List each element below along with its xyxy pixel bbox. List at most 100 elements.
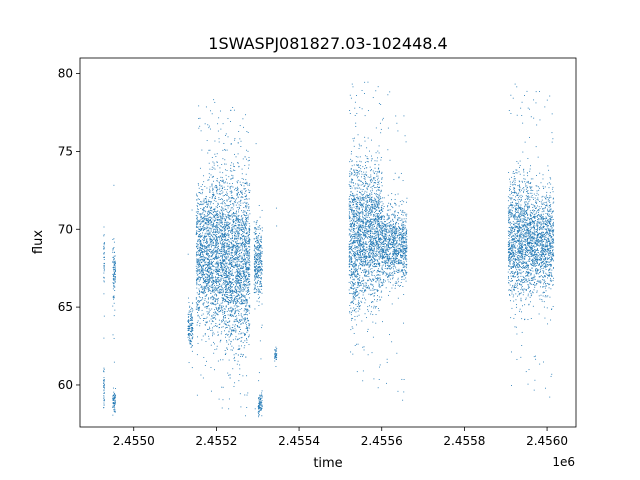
data-point — [212, 283, 214, 284]
data-point — [196, 279, 197, 281]
data-point — [209, 188, 211, 190]
data-point — [199, 266, 201, 268]
data-point — [216, 161, 218, 163]
data-point — [202, 191, 203, 193]
data-point — [197, 240, 199, 242]
data-point — [209, 197, 211, 198]
data-point — [237, 142, 239, 144]
data-point — [218, 274, 220, 276]
data-point — [228, 250, 230, 252]
data-point — [248, 336, 250, 338]
data-point — [231, 216, 233, 218]
data-point — [220, 264, 222, 266]
data-point — [202, 268, 204, 269]
data-point — [209, 206, 211, 208]
data-point — [276, 348, 278, 350]
data-point — [222, 275, 223, 277]
data-point — [228, 398, 230, 400]
data-point — [237, 192, 239, 194]
data-point — [202, 246, 204, 248]
data-point — [224, 295, 226, 297]
data-point — [245, 241, 247, 243]
data-point — [219, 292, 221, 294]
data-point — [240, 244, 242, 245]
data-point — [259, 262, 261, 264]
data-point — [228, 225, 230, 227]
data-point — [188, 336, 190, 338]
data-point — [216, 261, 218, 263]
data-point — [255, 258, 257, 260]
data-point — [211, 256, 213, 258]
data-point — [199, 255, 201, 256]
data-point — [219, 225, 221, 227]
data-point — [230, 167, 232, 169]
data-point — [112, 276, 114, 277]
data-point — [220, 128, 222, 130]
data-point — [259, 259, 261, 261]
data-point — [219, 262, 221, 264]
data-point — [233, 203, 235, 205]
data-point — [248, 268, 250, 270]
data-point — [187, 313, 189, 315]
data-point — [231, 213, 233, 215]
data-point — [260, 278, 262, 280]
data-point — [217, 249, 219, 251]
data-point — [351, 284, 353, 286]
data-point — [212, 243, 214, 244]
data-point — [190, 318, 192, 320]
data-point — [198, 269, 199, 271]
data-point — [245, 260, 247, 262]
data-point — [114, 407, 116, 409]
data-point — [231, 237, 233, 239]
data-point — [216, 325, 218, 327]
data-point — [356, 270, 358, 272]
data-point — [218, 268, 220, 270]
data-point — [236, 265, 237, 267]
data-point — [112, 282, 114, 284]
data-point — [248, 241, 250, 243]
data-point — [224, 229, 226, 231]
data-point — [203, 218, 205, 220]
data-point — [215, 266, 217, 268]
data-point — [224, 182, 226, 184]
data-point — [213, 162, 215, 164]
data-point — [215, 245, 217, 247]
data-point — [208, 281, 210, 283]
data-point — [352, 293, 354, 295]
data-point — [242, 221, 243, 223]
data-point — [222, 172, 224, 174]
data-point — [188, 333, 190, 335]
data-point — [244, 227, 246, 228]
data-point — [213, 303, 215, 305]
data-point — [216, 211, 218, 212]
data-point — [228, 309, 229, 311]
data-point — [220, 176, 222, 178]
data-point — [208, 219, 210, 221]
data-point — [218, 271, 219, 272]
data-point — [353, 224, 355, 226]
data-point — [245, 267, 247, 269]
data-point — [358, 206, 360, 208]
data-point — [197, 262, 199, 264]
data-point — [351, 272, 353, 274]
data-point — [113, 402, 115, 404]
data-point — [349, 216, 351, 218]
data-point — [356, 217, 358, 219]
data-point — [245, 274, 247, 276]
data-point — [234, 311, 236, 312]
data-point — [203, 278, 205, 280]
data-point — [196, 304, 198, 306]
data-point — [354, 188, 356, 190]
data-point — [196, 221, 197, 223]
data-point — [227, 267, 229, 269]
data-point — [249, 234, 250, 235]
data-point — [238, 275, 240, 277]
data-point — [354, 298, 356, 300]
data-point — [230, 207, 232, 209]
data-point — [210, 239, 212, 241]
data-point — [222, 293, 224, 295]
data-point — [226, 182, 228, 184]
data-point — [113, 272, 115, 274]
data-point — [243, 245, 245, 247]
data-point — [211, 268, 213, 270]
